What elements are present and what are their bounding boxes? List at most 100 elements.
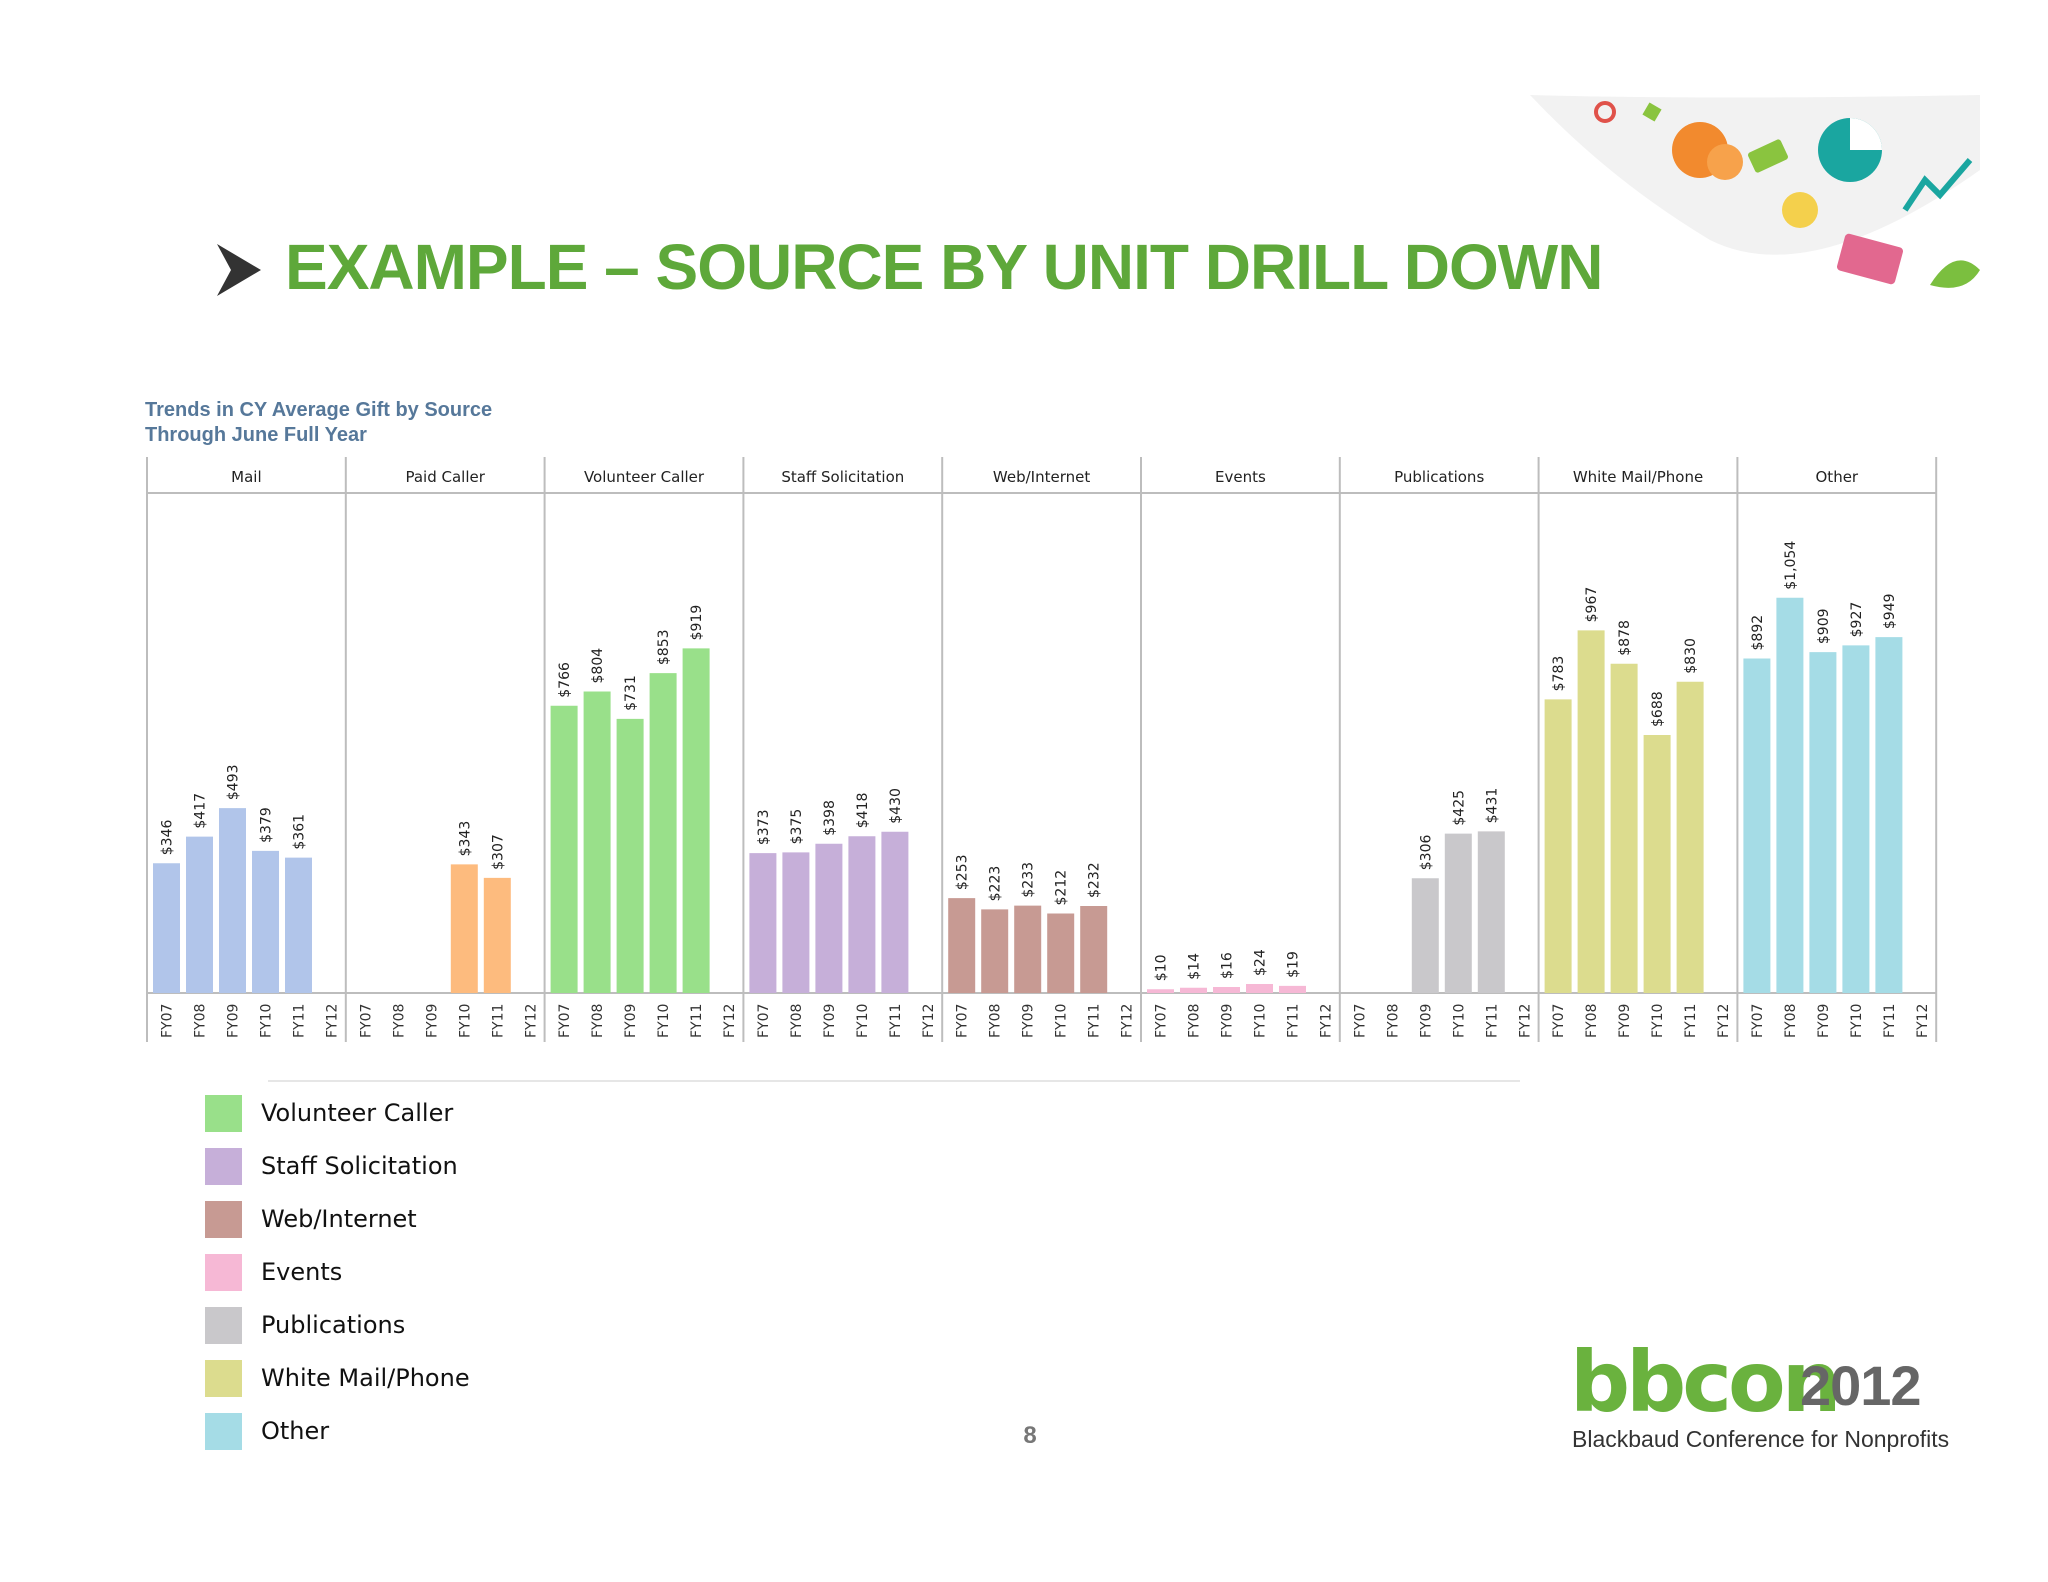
legend-swatch — [205, 1095, 242, 1132]
data-label: $949 — [1882, 593, 1898, 629]
x-tick-label: FY09 — [226, 1004, 242, 1038]
x-tick-label: FY08 — [391, 1004, 407, 1038]
bar — [1279, 985, 1306, 993]
page-number: 8 — [1023, 1422, 1037, 1449]
bulb-icon — [1782, 192, 1818, 228]
logo-tagline: Blackbaud Conference for Nonprofits — [1572, 1426, 1950, 1452]
bar — [1180, 987, 1207, 993]
data-label: $232 — [1087, 862, 1103, 898]
legend-divider — [268, 1080, 1520, 1082]
legend-label: Other — [261, 1417, 330, 1445]
x-tick-label: FY07 — [160, 1004, 176, 1038]
bar — [285, 857, 312, 993]
data-label: $418 — [855, 793, 871, 829]
bar — [782, 852, 810, 993]
x-tick-label: FY07 — [1551, 1004, 1567, 1038]
bar — [881, 831, 909, 993]
heart-hand-icon — [1672, 122, 1743, 180]
legend-swatch — [205, 1254, 242, 1291]
x-tick-label: FY11 — [292, 1004, 308, 1038]
data-label: $892 — [1750, 615, 1766, 651]
legend-item: White Mail/Phone — [205, 1360, 605, 1400]
bar — [1246, 984, 1273, 993]
x-tick-label: FY10 — [1253, 1004, 1269, 1038]
bar — [583, 691, 611, 993]
legend-swatch — [205, 1307, 242, 1344]
x-tick-label: FY12 — [1120, 1004, 1136, 1038]
leaf-icon — [1930, 260, 1980, 288]
data-label: $493 — [226, 764, 242, 800]
x-tick-label: FY11 — [689, 1004, 705, 1038]
bar — [1676, 681, 1704, 993]
data-label: $306 — [1418, 835, 1434, 871]
panel-header: Volunteer Caller — [584, 468, 705, 486]
x-tick-label: FY12 — [1319, 1004, 1335, 1038]
x-tick-label: FY11 — [888, 1004, 904, 1038]
legend-item: Web/Internet — [205, 1201, 605, 1241]
data-label: $878 — [1617, 620, 1633, 656]
graph-icon — [1902, 158, 1973, 212]
chart-subtitle: Through June Full Year — [145, 424, 367, 446]
data-label: $398 — [822, 800, 838, 836]
x-tick-label: FY09 — [1617, 1004, 1633, 1038]
legend-swatch — [205, 1201, 242, 1238]
panel-header: Events — [1215, 468, 1266, 486]
title-arrow-icon — [217, 244, 261, 296]
key-icon — [1594, 101, 1616, 123]
data-label: $783 — [1551, 656, 1567, 692]
data-label: $909 — [1816, 608, 1832, 644]
bar — [815, 843, 843, 993]
bar — [749, 853, 777, 993]
legend-item: Volunteer Caller — [205, 1095, 605, 1135]
legend-swatch — [205, 1148, 242, 1185]
x-tick-label: FY12 — [1517, 1004, 1533, 1038]
bar — [1743, 658, 1771, 993]
legend-item: Other — [205, 1413, 605, 1453]
bar — [1577, 630, 1605, 993]
chart-title-block: Trends in CY Average Gift by Source Thro… — [145, 398, 492, 448]
data-label: $804 — [590, 648, 606, 684]
x-tick-label: FY07 — [756, 1004, 772, 1038]
slide-title: EXAMPLE – SOURCE BY UNIT DRILL DOWN — [285, 231, 1603, 303]
data-label: $19 — [1286, 951, 1302, 978]
x-tick-label: FY10 — [1650, 1004, 1666, 1038]
x-tick-label: FY09 — [1220, 1004, 1236, 1038]
x-tick-label: FY11 — [1683, 1004, 1699, 1038]
x-tick-label: FY11 — [1484, 1004, 1500, 1038]
bar — [1610, 663, 1638, 993]
bar — [1444, 833, 1472, 993]
legend-label: Staff Solicitation — [261, 1152, 458, 1180]
bar — [1014, 905, 1042, 993]
average-gift-bar-chart: Mail FY07 $346 FY08 $417 FY09 $493 FY10 $379 FY11… — [146, 457, 1938, 1042]
legend-item: Publications — [205, 1307, 605, 1347]
bar — [1411, 878, 1439, 993]
data-label: $253 — [955, 854, 971, 890]
x-tick-label: FY11 — [1882, 1004, 1898, 1038]
bar — [1875, 637, 1903, 993]
bar — [1544, 699, 1572, 993]
bar — [483, 877, 511, 993]
bar — [153, 863, 180, 993]
data-label: $14 — [1187, 953, 1203, 980]
x-tick-label: FY07 — [955, 1004, 971, 1038]
x-tick-label: FY08 — [1584, 1004, 1600, 1038]
bar — [1147, 989, 1174, 993]
data-label: $233 — [1021, 862, 1037, 898]
bar — [649, 673, 677, 993]
panel-header: Other — [1816, 468, 1859, 486]
bar — [1213, 987, 1240, 993]
legend-swatch — [205, 1413, 242, 1450]
bar — [186, 836, 213, 993]
x-tick-label: FY12 — [325, 1004, 341, 1038]
x-tick-label: FY07 — [358, 1004, 374, 1038]
x-tick-label: FY11 — [1087, 1004, 1103, 1038]
x-tick-label: FY09 — [424, 1004, 440, 1038]
x-tick-label: FY08 — [1783, 1004, 1799, 1038]
card-icon — [1748, 139, 1788, 173]
x-tick-label: FY12 — [722, 1004, 738, 1038]
x-tick-label: FY12 — [1915, 1004, 1931, 1038]
legend-item: Events — [205, 1254, 605, 1294]
data-label: $1,054 — [1783, 541, 1799, 590]
bar — [550, 705, 578, 993]
data-label: $830 — [1683, 638, 1699, 674]
